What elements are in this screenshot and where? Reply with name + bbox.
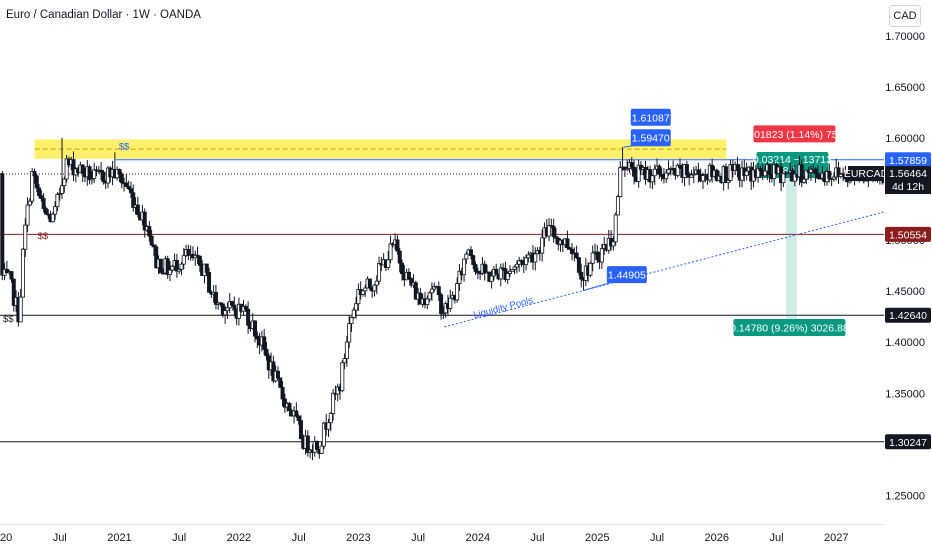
candle-body xyxy=(56,194,59,206)
candle xyxy=(21,248,24,297)
position-reward-zone xyxy=(786,174,797,325)
candle-body xyxy=(21,249,24,297)
candle-body xyxy=(19,297,22,322)
candle-body xyxy=(102,172,105,181)
candle xyxy=(120,172,123,189)
candle-body xyxy=(33,171,36,175)
candle-body xyxy=(118,169,121,174)
candle-body xyxy=(28,201,31,205)
candle xyxy=(88,165,91,185)
position-target-label-text: 0.14780 (9.26%) 3026.88 xyxy=(730,323,849,335)
candle-body xyxy=(26,205,29,225)
candle-body xyxy=(35,176,38,188)
candle xyxy=(1,171,4,280)
candle-body xyxy=(24,225,27,249)
candle-body xyxy=(51,214,54,222)
candle xyxy=(12,278,15,311)
position-stop-label-text: 0.01823 (1.14%) 750 xyxy=(745,129,843,141)
candle-body xyxy=(54,207,57,214)
candle-body xyxy=(88,167,91,180)
candle-body xyxy=(63,179,66,186)
candle-body xyxy=(44,209,47,214)
candle-body xyxy=(42,199,45,209)
position-target-label: 0.14780 (9.26%) 3026.88 xyxy=(730,319,849,336)
candle-body xyxy=(81,165,84,173)
candle-body xyxy=(60,186,63,194)
candle-body xyxy=(120,174,123,183)
candle-body xyxy=(37,188,40,196)
position-stop-label: 0.01823 (1.14%) 750 xyxy=(745,125,843,142)
candle-body xyxy=(10,272,13,280)
candle-body xyxy=(40,196,43,199)
candle-body xyxy=(1,174,4,276)
